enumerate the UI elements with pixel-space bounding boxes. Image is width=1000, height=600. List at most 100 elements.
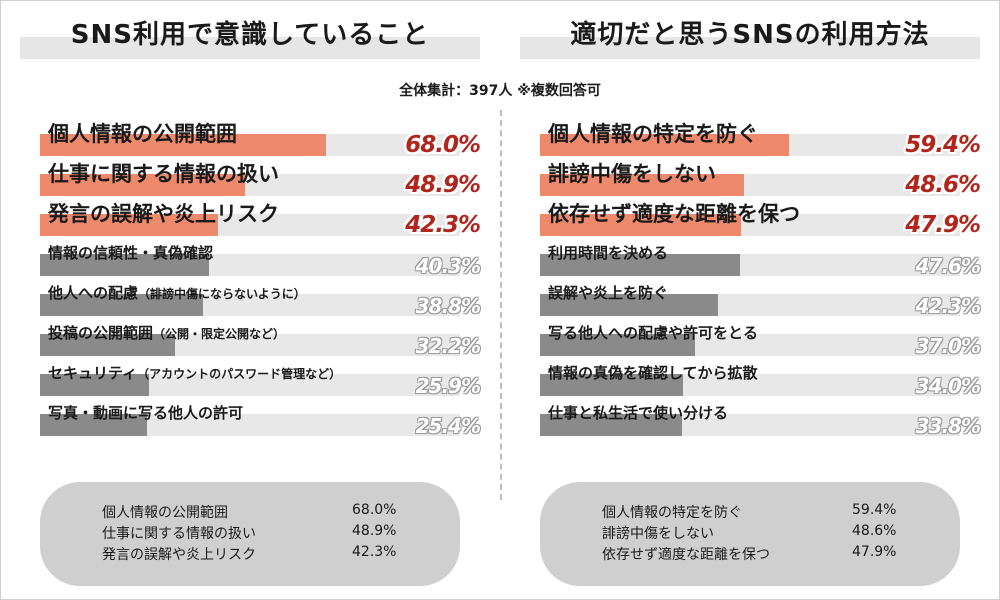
left-bar-row: 発言の誤解や炎上リスク 42.3%	[40, 198, 481, 238]
right-bar-value: 59.4%	[905, 132, 981, 158]
right-title-band	[520, 37, 980, 59]
left-bar	[40, 374, 149, 396]
right-bar-value: 34.0%	[915, 374, 981, 398]
left-bar-row: 投稿の公開範囲（公開・限定公開など） 32.2%	[40, 318, 481, 358]
right-bar-row: 写る他人への配慮や許可をとる 37.0%	[540, 318, 981, 358]
left-bar-label-text: 発言の誤解や炎上リスク	[48, 202, 279, 226]
right-summary-box: 個人情報の特定を防ぐ 59.4% 誹謗中傷をしない 48.6% 依存せず適度な距離を保つ…	[540, 482, 960, 586]
left-summary-label: 発言の誤解や炎上リスク	[102, 547, 256, 563]
right-summary-value: 59.4%	[852, 502, 897, 518]
left-bar-value: 48.9%	[405, 172, 481, 198]
left-bar-row: 仕事に関する情報の扱い 48.9%	[40, 158, 481, 198]
left-bar-label: 他人への配慮（誹謗中傷にならないように）	[48, 282, 306, 303]
right-bar	[540, 174, 745, 196]
right-bar	[540, 254, 740, 276]
left-bar-label-note: （アカウントのパスワード管理など）	[137, 367, 342, 381]
right-bar-label: 情報の真偽を確認してから拡散	[548, 362, 758, 383]
right-bar	[540, 374, 683, 396]
right-bar-value: 47.6%	[915, 254, 981, 278]
left-bar-value: 42.3%	[405, 212, 481, 238]
right-bar-label-text: 仕事と私生活で使い分ける	[548, 404, 729, 422]
right-summary-row: 誹謗中傷をしない 48.6%	[540, 523, 960, 544]
right-bar-label: 誤解や炎上を防ぐ	[548, 282, 668, 303]
right-bar-row: 利用時間を決める 47.6%	[540, 238, 981, 278]
left-bar-label-text: 写真・動画に写る他人の許可	[48, 404, 244, 422]
right-chart-title: 適切だと思うSNSの利用方法	[570, 20, 930, 50]
right-bar-label-text: 誤解や炎上を防ぐ	[548, 284, 669, 302]
right-bar-label-text: 写る他人への配慮や許可をとる	[548, 324, 759, 342]
left-summary-box: 個人情報の公開範囲 68.0% 仕事に関する情報の扱い 48.9% 発言の誤解や炎上リス…	[40, 482, 460, 586]
left-bar	[40, 254, 210, 276]
right-bar-value: 33.8%	[915, 414, 981, 438]
left-bar-label-text: 情報の信頼性・真偽確認	[48, 244, 214, 262]
left-bar-label-note: （公開・限定公開など）	[153, 327, 286, 341]
right-bar-label-text: 誹謗中傷をしない	[548, 162, 716, 186]
right-bar-value: 37.0%	[915, 334, 981, 358]
right-summary-value: 48.6%	[852, 523, 897, 539]
left-bar-label-note: （誹謗中傷にならないように）	[138, 287, 306, 301]
left-bar-label: 写真・動画に写る他人の許可	[48, 402, 243, 423]
right-bar-value: 42.3%	[915, 294, 981, 318]
right-bar-chart: 個人情報の特定を防ぐ 59.4% 誹謗中傷をしない 48.6% 依存せず適度な距離を保つ…	[540, 118, 990, 448]
left-bar-label: 投稿の公開範囲（公開・限定公開など）	[48, 322, 285, 343]
right-bar-label: 写る他人への配慮や許可をとる	[548, 322, 758, 343]
left-bar-value: 40.3%	[415, 254, 481, 278]
right-bar-value: 47.9%	[905, 212, 981, 238]
right-bar	[540, 134, 790, 156]
right-bar	[540, 334, 696, 356]
right-bar-row: 個人情報の特定を防ぐ 59.4%	[540, 118, 981, 158]
right-bar-label-text: 依存せず適度な距離を保つ	[548, 202, 800, 226]
left-bar-value: 32.2%	[415, 334, 481, 358]
right-summary-row: 依存せず適度な距離を保つ 47.9%	[540, 544, 960, 565]
right-summary-value: 47.9%	[852, 544, 897, 560]
right-bar-label-text: 個人情報の特定を防ぐ	[548, 122, 758, 146]
left-bar-label-text: 投稿の公開範囲	[48, 324, 154, 342]
right-bar-label: 誹謗中傷をしない	[548, 158, 716, 188]
left-chart-title: SNS利用で意識していること	[70, 20, 430, 50]
left-bar-row: セキュリティ（アカウントのパスワード管理など） 25.9%	[40, 358, 481, 398]
left-bar-row: 情報の信頼性・真偽確認 40.3%	[40, 238, 481, 278]
right-bar-row: 情報の真偽を確認してから拡散 34.0%	[540, 358, 981, 398]
left-bar	[40, 294, 203, 316]
left-summary-row: 個人情報の公開範囲 68.0%	[40, 502, 460, 523]
right-summary-label: 依存せず適度な距離を保つ	[602, 547, 770, 563]
left-bar-label-text: 仕事に関する情報の扱い	[48, 162, 279, 186]
left-bar-value: 25.9%	[415, 374, 481, 398]
left-bar	[40, 214, 218, 236]
left-bar-label: 仕事に関する情報の扱い	[48, 158, 279, 188]
left-summary-label: 仕事に関する情報の扱い	[102, 526, 256, 542]
right-bar	[540, 414, 682, 436]
left-bar-row: 個人情報の公開範囲 68.0%	[40, 118, 481, 158]
left-summary-value: 48.9%	[352, 523, 397, 539]
left-bar	[40, 334, 176, 356]
left-bar	[40, 174, 246, 196]
right-bar-label: 利用時間を決める	[548, 242, 668, 263]
left-summary-row: 仕事に関する情報の扱い 48.9%	[40, 523, 460, 544]
left-bar-label-text: 個人情報の公開範囲	[48, 122, 237, 146]
left-bar-value: 25.4%	[415, 414, 481, 438]
left-bar-label: 情報の信頼性・真偽確認	[48, 242, 213, 263]
right-bar-label-text: 情報の真偽を確認してから拡散	[548, 364, 758, 382]
left-summary-label: 個人情報の公開範囲	[102, 505, 228, 521]
center-divider	[500, 110, 502, 500]
right-bar	[540, 294, 718, 316]
survey-subtitle: 全体集計：397人 ※複数回答可	[399, 83, 601, 99]
left-bar-row: 他人への配慮（誹謗中傷にならないように） 38.8%	[40, 278, 481, 318]
left-bar	[40, 134, 326, 156]
left-bar-value: 38.8%	[415, 294, 481, 318]
right-bar-row: 誹謗中傷をしない 48.6%	[540, 158, 981, 198]
left-bar-chart: 個人情報の公開範囲 68.0% 仕事に関する情報の扱い 48.9% 発言の誤解や炎上リス…	[40, 118, 490, 448]
left-summary-row: 発言の誤解や炎上リスク 42.3%	[40, 544, 460, 565]
left-bar	[40, 414, 147, 436]
left-bar-value: 68.0%	[405, 132, 481, 158]
right-bar-value: 48.6%	[905, 172, 981, 198]
right-summary-label: 誹謗中傷をしない	[602, 526, 714, 542]
left-bar-row: 写真・動画に写る他人の許可 25.4%	[40, 398, 481, 438]
left-summary-value: 68.0%	[352, 502, 397, 518]
right-bar-label: 仕事と私生活で使い分ける	[548, 402, 728, 423]
right-bar	[540, 214, 742, 236]
right-bar-label-text: 利用時間を決める	[548, 244, 669, 262]
left-title-band	[20, 37, 480, 59]
right-bar-row: 依存せず適度な距離を保つ 47.9%	[540, 198, 981, 238]
left-bar-label: 個人情報の公開範囲	[48, 118, 237, 148]
